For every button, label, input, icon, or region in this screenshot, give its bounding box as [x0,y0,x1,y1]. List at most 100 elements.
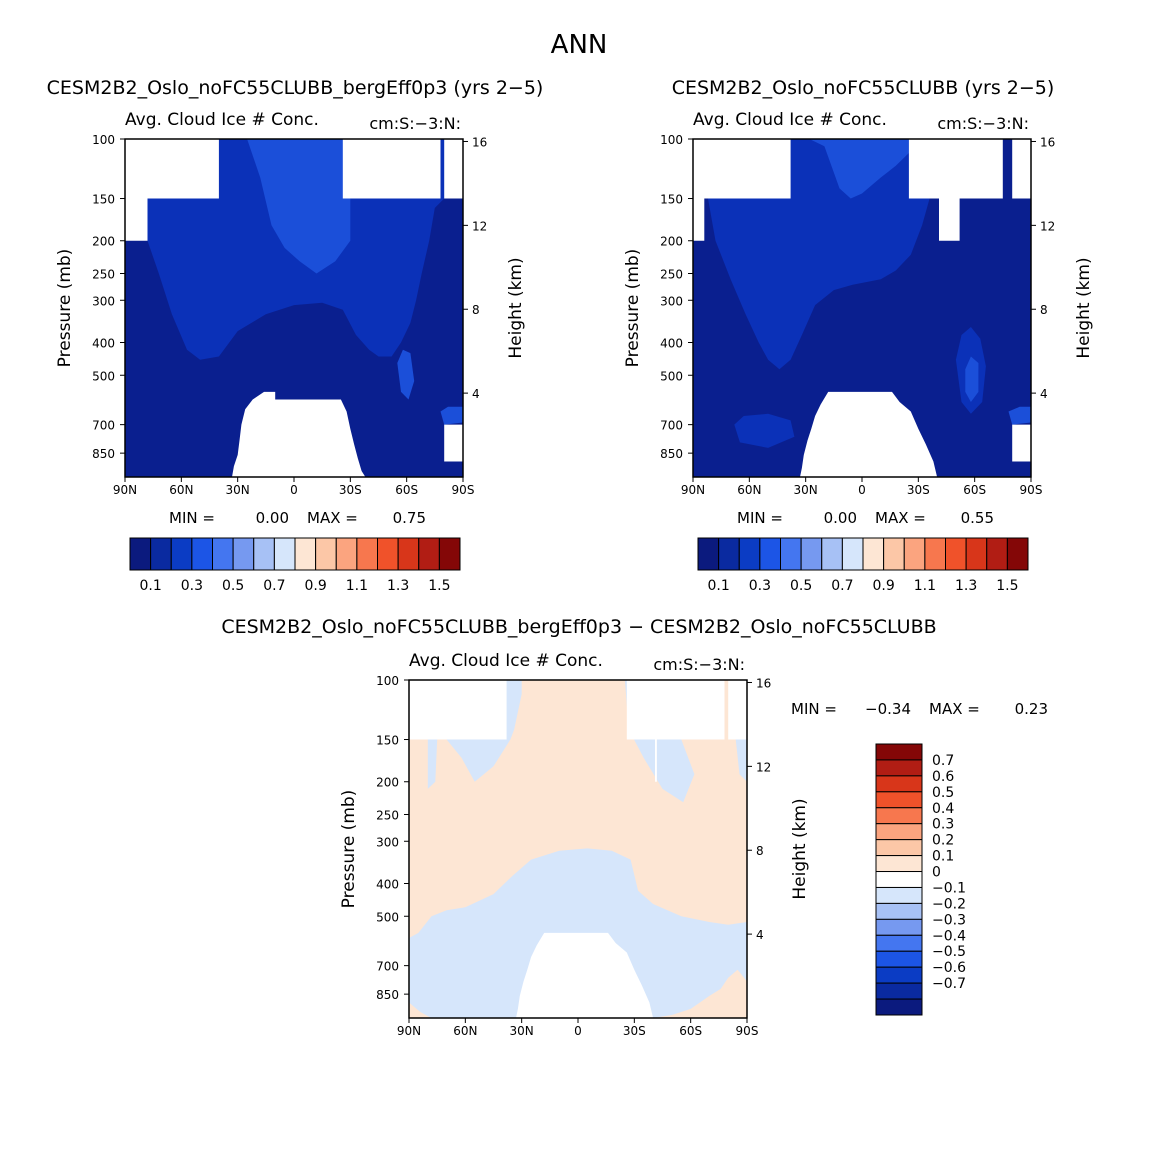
y2-axis-label: Height (km) [506,257,526,358]
min-value: 0.00 [256,509,289,527]
colorbar-swatch [924,537,946,571]
min-max-stats: MIN = −0.34 MAX = 0.23 [791,700,1048,718]
colorbar-swatch [232,537,255,571]
y-tick-label: 850 [92,447,115,461]
mask-upper-left [409,680,507,740]
colorbar-label: −0.4 [932,928,966,944]
min-value: −0.34 [865,700,911,718]
mask-upper-right [626,680,725,782]
y2-tick-label: 8 [1040,303,1048,317]
chart-panel-2: CESM2B2_Oslo_noFC55CLUBB (yrs 2−5) Avg. C… [623,77,1094,594]
min-label: MIN = [737,509,783,527]
colorbar-label: 0.9 [872,578,894,594]
right-subtitle: cm:S:−3:N: [369,114,461,133]
y2-tick-label: 12 [756,760,771,774]
mask-upper-right2 [1012,139,1031,199]
mask-upper-right [908,139,1003,241]
colorbar: 0.1 0.3 0.5 0.7 0.9 1.1 1.3 1.5 [129,537,461,594]
colorbar-label: −0.5 [932,944,966,960]
y-tick-label: 100 [660,133,683,147]
min-label: MIN = [169,509,215,527]
x-tick-label: 90N [113,483,137,497]
y-tick-label: 200 [660,235,683,249]
colorbar-label: 1.5 [428,578,450,594]
y-tick-label: 250 [376,809,399,823]
colorbar-swatch [800,537,823,571]
colorbar-label: 1.3 [955,578,977,594]
y-tick-label: 150 [92,193,115,207]
x-tick-label: 90S [1020,483,1043,497]
colorbar-label: 0.2 [932,833,954,849]
mask-upper-left [125,139,219,241]
colorbar-label: 1.1 [914,578,936,594]
colorbar-swatch [294,537,317,571]
colorbar: 0.1 0.3 0.5 0.7 0.9 1.1 1.3 1.5 [697,537,1029,594]
colorbar-swatch [377,537,399,571]
colorbar-swatch [875,918,923,936]
min-max-stats: MIN = 0.00 MAX = 0.55 [737,509,994,527]
x-tick-label: 60S [679,1024,702,1038]
field-contour-0.2b [965,356,979,402]
colorbar-label: 1.3 [387,578,409,594]
y-tick-label: 850 [376,988,399,1002]
y-tick-label: 500 [376,910,399,924]
colorbar-label: −0.1 [932,880,966,896]
left-subtitle: Avg. Cloud Ice # Conc. [409,651,603,671]
x-tick-label: 30S [907,483,930,497]
y2-tick-label: 16 [756,676,771,690]
y-tick-label: 400 [376,877,399,891]
colorbar-swatch [1006,537,1029,571]
colorbar-swatch [212,537,234,571]
panel-title: CESM2B2_Oslo_noFC55CLUBB_bergEff0p3 (yrs… [47,77,544,99]
x-tick-label: 90N [397,1024,421,1038]
colorbar-swatch [821,537,843,571]
colorbar-swatch [875,966,923,984]
y-axis-label: Pressure (mb) [623,249,643,368]
mask-topography-right [1012,424,1031,462]
colorbar-swatch [986,537,1008,571]
colorbar-swatch [875,839,923,857]
colorbar-swatch [438,537,461,571]
max-label: MAX = [307,509,358,527]
colorbar-swatch [759,537,781,571]
y-tick-label: 500 [92,369,115,383]
colorbar-swatch [965,537,988,571]
y-axis-label: Pressure (mb) [339,790,359,909]
colorbar: 0.70.60.50.40.30.20.10−0.1−0.2−0.3−0.4−0… [875,743,966,1016]
x-tick-label: 90N [681,483,705,497]
y-tick-label: 150 [660,193,683,207]
colorbar-swatch [397,537,420,571]
mask-upper-right2 [728,680,747,740]
x-tick-label: 60S [963,483,986,497]
max-value: 0.55 [961,509,994,527]
field-contour-0.2b [397,349,415,400]
colorbar-label: 0.1 [707,578,729,594]
field [125,139,463,477]
y2-tick-label: 4 [1040,387,1048,401]
x-tick-label: 0 [574,1024,582,1038]
colorbar-swatch [780,537,802,571]
y-tick-label: 300 [376,835,399,849]
colorbar-swatch [875,982,923,1000]
colorbar-swatch [315,537,337,571]
max-label: MAX = [929,700,980,718]
field-contour-neg-upper3 [624,680,695,803]
y-tick-label: 500 [660,369,683,383]
x-tick-label: 90S [452,483,475,497]
min-label: MIN = [791,700,837,718]
colorbar-swatch [903,537,926,571]
field [693,139,1031,477]
colorbar-swatch [945,537,967,571]
x-tick-label: 30S [623,1024,646,1038]
field-contour-0.2 [794,139,909,199]
colorbar-swatch [875,871,923,888]
colorbar-label: 0.1 [932,849,954,865]
colorbar-swatch [841,537,864,571]
min-max-stats: MIN = 0.00 MAX = 0.75 [169,509,426,527]
colorbar-swatch [335,537,358,571]
y-tick-label: 250 [660,268,683,282]
panel-title: CESM2B2_Oslo_noFC55CLUBB (yrs 2−5) [672,77,1055,99]
x-tick-label: 30N [510,1024,534,1038]
colorbar-swatch [875,743,923,761]
colorbar-label: −0.7 [932,976,966,992]
